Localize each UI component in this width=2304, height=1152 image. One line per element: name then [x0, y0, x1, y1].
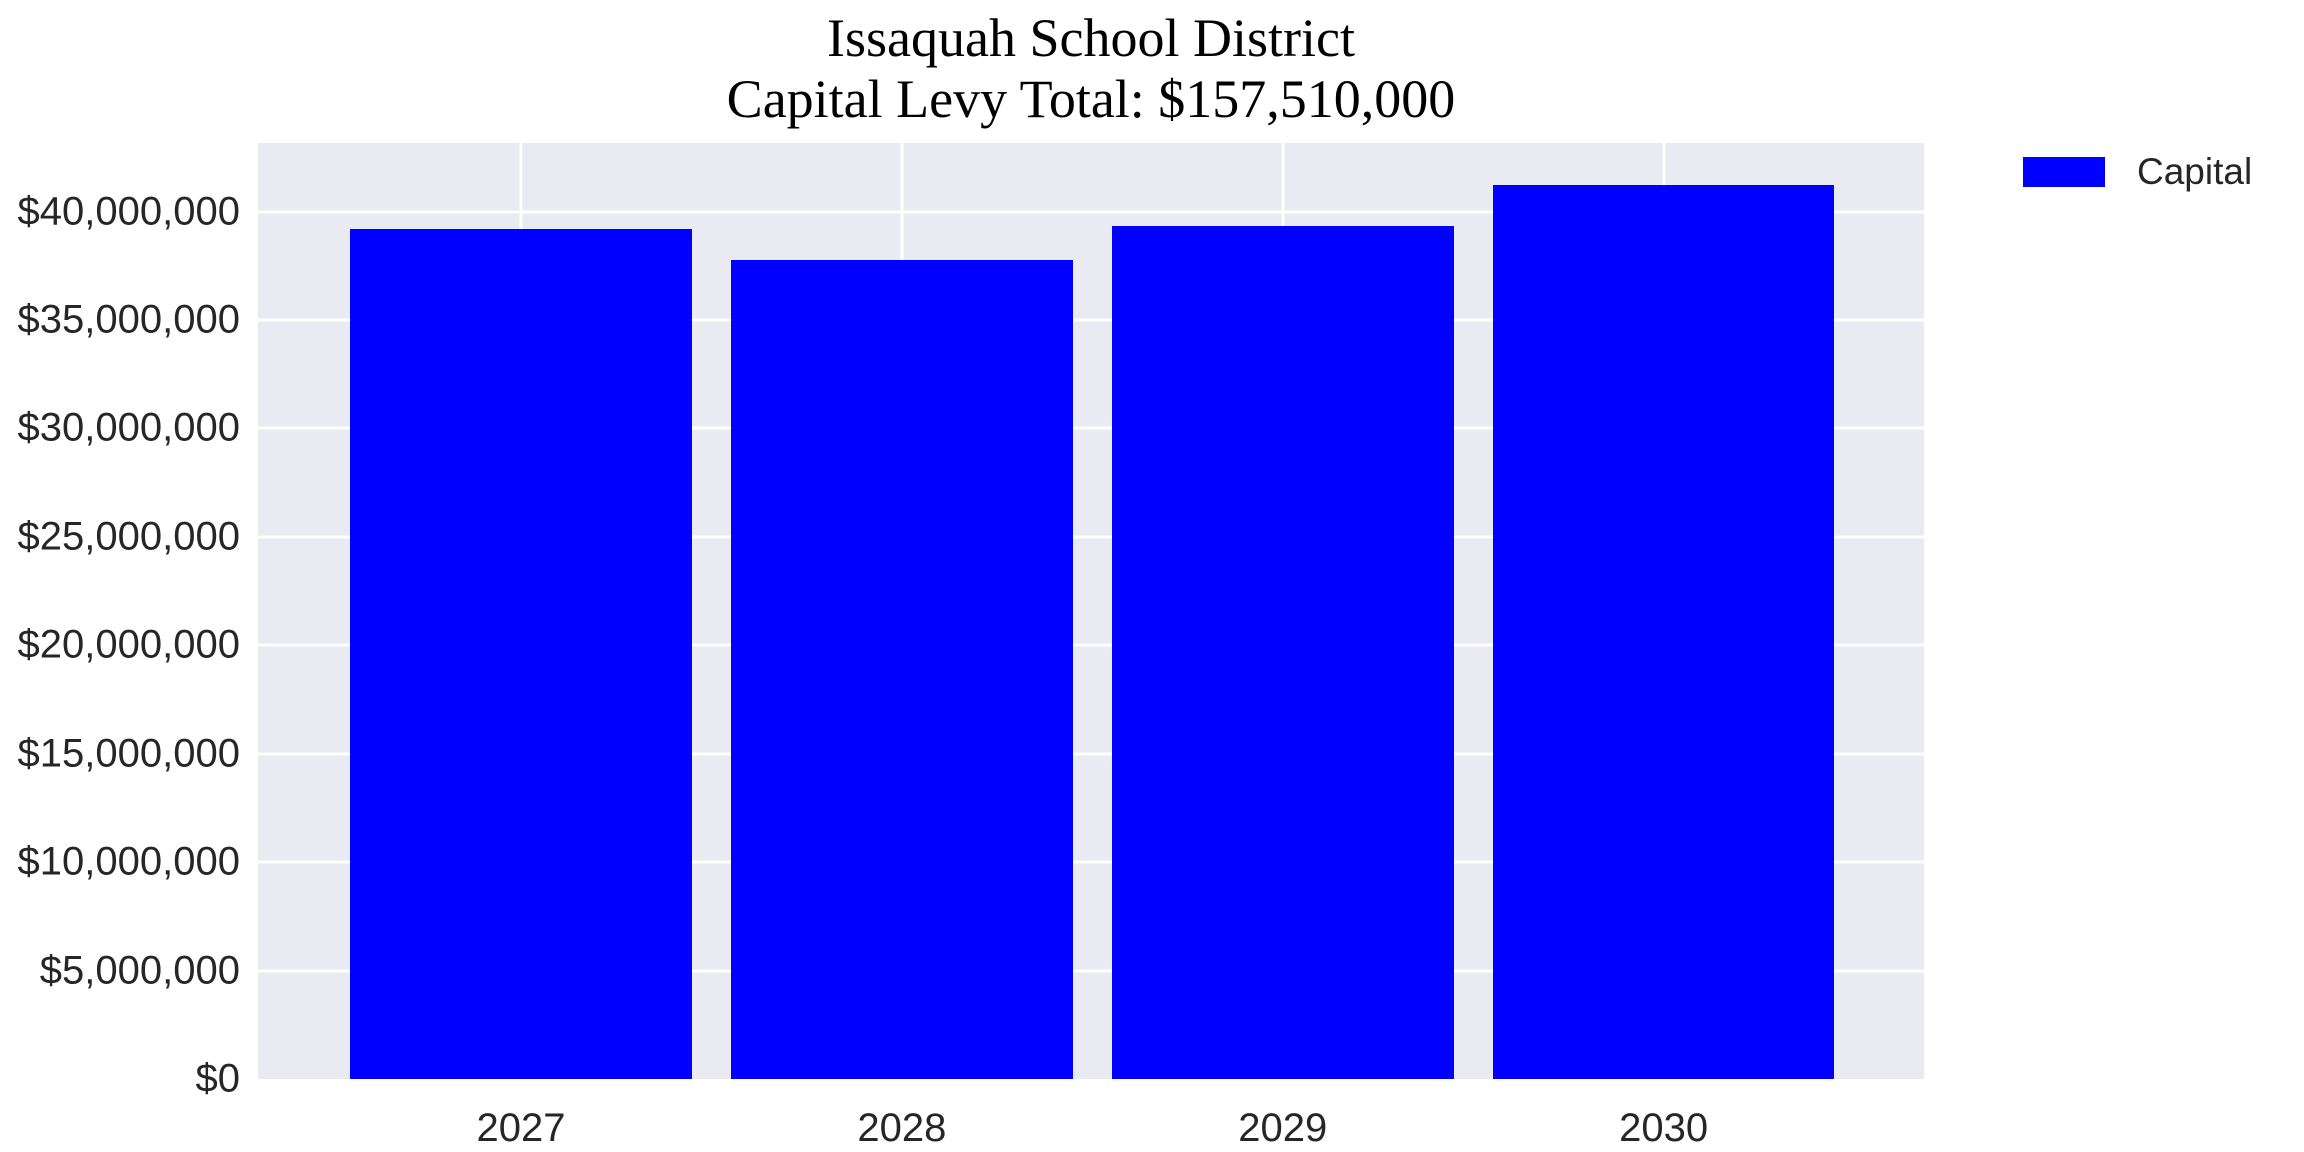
- x-tick-label-2029: 2029: [1238, 1106, 1328, 1150]
- gridline-h-20000000: [258, 643, 1924, 647]
- y-tick-label-10000000: $10,000,000: [17, 839, 240, 884]
- chart-title: Issaquah School District Capital Levy To…: [258, 8, 1924, 130]
- y-axis-tick-labels: $0 $5,000,000 $10,000,000 $15,000,000 $20,00…: [0, 143, 240, 1100]
- gridline-h-35000000: [258, 318, 1924, 322]
- plot-area: [258, 143, 1924, 1079]
- x-tick-label-2028: 2028: [857, 1106, 947, 1150]
- y-tick-label-15000000: $15,000,000: [17, 731, 240, 776]
- gridline-h-10000000: [258, 860, 1924, 864]
- gridline-h-25000000: [258, 535, 1924, 539]
- y-tick-label-0: $0: [195, 1056, 241, 1101]
- x-tick-label-2030: 2030: [1619, 1106, 1709, 1150]
- bar-capital-2030: [1492, 184, 1835, 1079]
- bar-capital-2028: [731, 259, 1073, 1079]
- legend-swatch-capital: [2023, 157, 2105, 187]
- x-tick-label-2027: 2027: [476, 1106, 566, 1150]
- y-tick-label-40000000: $40,000,000: [17, 189, 240, 234]
- y-tick-label-5000000: $5,000,000: [39, 948, 240, 993]
- y-tick-label-35000000: $35,000,000: [17, 297, 240, 342]
- y-tick-label-20000000: $20,000,000: [17, 622, 240, 667]
- chart-title-line2: Capital Levy Total: $157,510,000: [726, 69, 1456, 129]
- bar-capital-2027: [350, 229, 692, 1079]
- bar-capital-2029: [1111, 226, 1454, 1079]
- gridline-h-30000000: [258, 426, 1924, 430]
- legend-label: Capital: [2137, 151, 2253, 192]
- gridline-h-40000000: [258, 210, 1924, 214]
- gridline-h-15000000: [258, 752, 1924, 756]
- y-tick-label-25000000: $25,000,000: [17, 514, 240, 559]
- gridline-h-5000000: [258, 969, 1924, 973]
- y-tick-label-30000000: $30,000,000: [17, 405, 240, 450]
- chart-title-line1: Issaquah School District: [827, 8, 1355, 68]
- legend: Capital: [2023, 150, 2252, 194]
